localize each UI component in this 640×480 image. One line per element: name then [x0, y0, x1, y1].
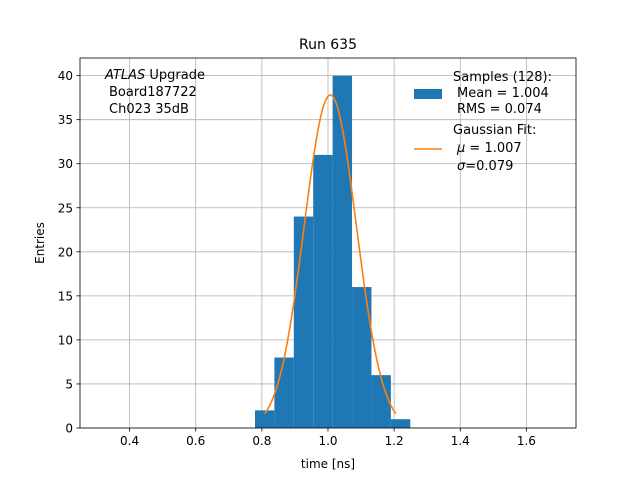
legend-rms: RMS = 0.074: [457, 102, 542, 117]
x-axis-label: time [ns]: [301, 457, 355, 471]
y-tick-label: 30: [58, 157, 73, 171]
histogram-bar: [274, 357, 294, 428]
y-tick-label: 35: [58, 113, 73, 127]
x-tick-label: 0.8: [252, 434, 271, 448]
annotation-board: Board187722: [109, 85, 197, 100]
sigma-symbol: σ: [457, 159, 466, 174]
histogram-bar: [313, 154, 333, 428]
gaussian-fit-curve: [264, 94, 397, 415]
legend-fit-title: Gaussian Fit:: [453, 123, 536, 138]
mu-symbol: μ: [456, 141, 465, 156]
gaussian-fit: [264, 94, 397, 415]
y-tick-label: 5: [65, 377, 73, 391]
y-tick-label: 15: [58, 289, 73, 303]
histogram-bar: [254, 410, 275, 428]
x-tick-label: 1.0: [318, 434, 337, 448]
legend-fit-mu: μ = 1.007: [456, 141, 522, 156]
y-axis-label: Entries: [33, 222, 47, 264]
atlas-label: ATLAS: [104, 68, 145, 83]
chart-title: Run 635: [299, 37, 357, 53]
histogram-bar: [332, 75, 353, 428]
x-tick-label: 0.4: [120, 434, 139, 448]
x-tick-label: 1.4: [451, 434, 470, 448]
annotation-line-1: ATLAS Upgrade: [104, 68, 205, 83]
x-tick-label: 1.6: [517, 434, 536, 448]
annotation-upgrade: Upgrade: [145, 68, 205, 83]
x-axis-ticks: 0.4 0.6 0.8 1.0 1.2 1.4 1.6: [120, 428, 536, 448]
legend-histogram-swatch: [414, 89, 442, 99]
mu-value: = 1.007: [465, 141, 521, 156]
histogram-bar: [293, 216, 314, 428]
x-tick-label: 0.6: [186, 434, 205, 448]
histogram-bar: [371, 375, 391, 428]
y-tick-label: 40: [58, 69, 73, 83]
legend: Samples (128): Mean = 1.004 RMS = 0.074 …: [414, 70, 552, 174]
legend-samples-title: Samples (128):: [453, 70, 552, 85]
sigma-value: =0.079: [465, 159, 513, 174]
run-annotation: ATLAS Upgrade Board187722 Ch023 35dB: [104, 68, 205, 117]
x-tick-label: 1.2: [385, 434, 404, 448]
legend-fit-sigma: σ=0.079: [457, 159, 513, 174]
annotation-channel: Ch023 35dB: [109, 102, 189, 117]
legend-mean: Mean = 1.004: [457, 86, 549, 101]
y-tick-label: 20: [58, 245, 73, 259]
y-axis-ticks: 0 5 10 15 20 25 30 35 40: [58, 69, 80, 436]
y-tick-label: 10: [58, 333, 73, 347]
y-tick-label: 0: [65, 422, 73, 436]
histogram-bar: [352, 287, 372, 428]
y-tick-label: 25: [58, 201, 73, 215]
histogram-bar: [390, 419, 411, 428]
